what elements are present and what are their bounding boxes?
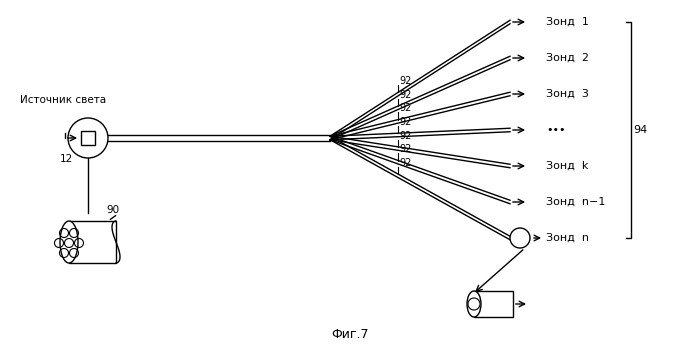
Circle shape [68,118,108,158]
Text: 92: 92 [399,117,412,127]
Text: •••: ••• [546,125,565,135]
Text: 90: 90 [106,205,119,215]
Text: Зонд  n−1: Зонд n−1 [546,197,605,207]
Ellipse shape [467,291,481,317]
Text: Зонд  k: Зонд k [546,161,589,171]
Text: Источник света: Источник света [20,95,106,105]
Text: 12: 12 [60,154,73,164]
Text: Зонд  2: Зонд 2 [546,53,589,63]
Ellipse shape [60,221,78,263]
Text: 92: 92 [399,144,412,154]
Text: 92: 92 [399,76,412,86]
Text: Зонд  n: Зонд n [546,233,589,243]
Text: 94: 94 [633,125,647,135]
Text: 92: 92 [399,158,412,168]
Text: Зонд  1: Зонд 1 [546,17,589,27]
Text: Зонд  3: Зонд 3 [546,89,589,99]
Text: 92: 92 [399,131,412,141]
Text: 92: 92 [399,103,412,113]
Text: 92: 92 [399,90,412,100]
Text: Фиг.7: Фиг.7 [331,328,369,341]
Circle shape [510,228,530,248]
